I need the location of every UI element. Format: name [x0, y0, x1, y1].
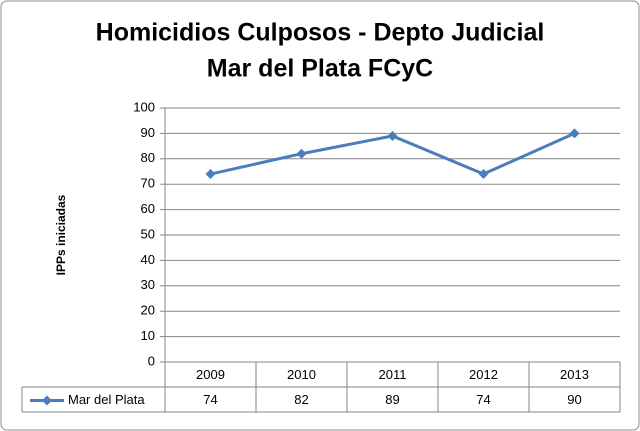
x-tick-label: 2011 [379, 367, 407, 382]
table-value: 74 [203, 392, 217, 407]
x-tick-label: 2012 [469, 367, 498, 382]
y-tick-label: 50 [141, 226, 155, 241]
chart-title: Homicidios Culposos - Depto Judicial [96, 19, 545, 47]
marker [478, 169, 489, 180]
y-tick-label: 0 [148, 353, 155, 368]
y-tick-label: 70 [141, 176, 155, 191]
y-tick-label: 20 [141, 303, 155, 318]
chart-title: Mar del Plata FCyC [207, 55, 433, 83]
y-tick-label: 80 [141, 150, 155, 165]
y-tick-label: 40 [141, 252, 155, 267]
table-value: 74 [476, 392, 490, 407]
marker [387, 130, 398, 141]
legend-label: Mar del Plata [68, 392, 145, 407]
legend-marker [42, 395, 52, 406]
y-tick-label: 10 [141, 328, 155, 343]
table-value: 82 [294, 392, 308, 407]
y-axis-label: IPPs iniciadas [54, 194, 68, 275]
y-tick-label: 100 [133, 99, 155, 114]
y-tick-label: 90 [141, 125, 155, 140]
marker [296, 148, 307, 159]
x-tick-label: 2010 [287, 367, 316, 382]
x-tick-label: 2009 [196, 367, 225, 382]
table-value: 89 [385, 392, 399, 407]
marker [205, 169, 216, 180]
y-tick-label: 60 [141, 201, 155, 216]
table-value: 90 [567, 392, 581, 407]
y-tick-label: 30 [141, 277, 155, 292]
x-tick-label: 2013 [560, 367, 589, 382]
marker [569, 128, 580, 139]
